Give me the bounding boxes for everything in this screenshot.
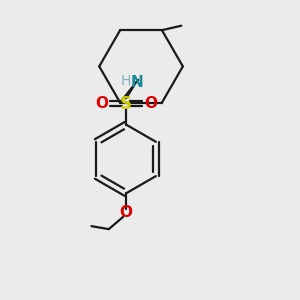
Text: O: O [144,96,158,111]
Text: S: S [120,95,132,113]
Text: O: O [120,205,133,220]
Text: N: N [131,75,144,90]
Text: O: O [95,96,108,111]
Text: H: H [120,74,131,88]
